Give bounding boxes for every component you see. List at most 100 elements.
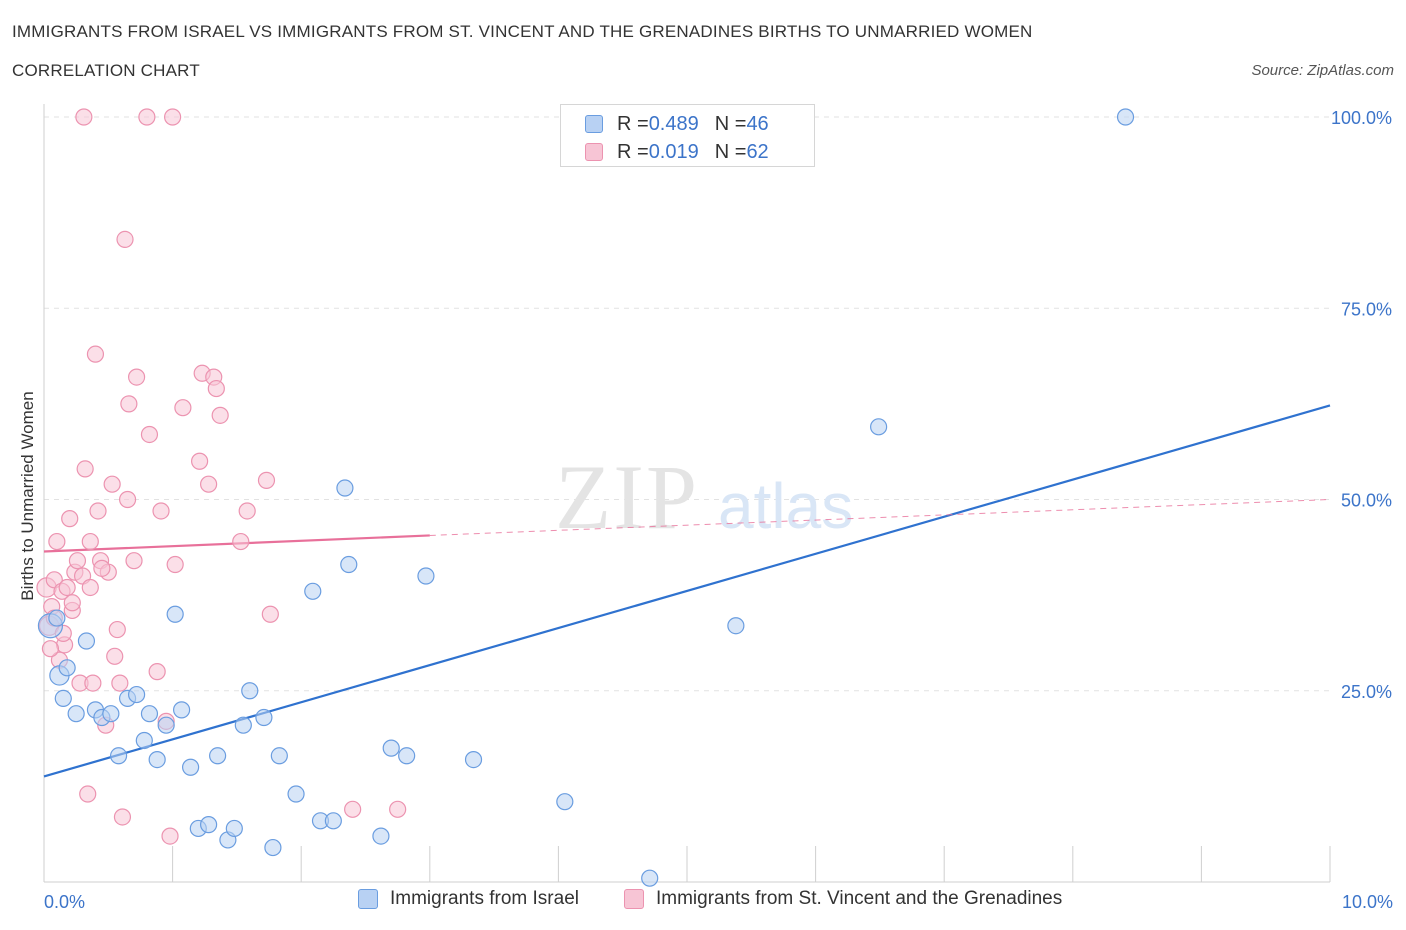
point-israel	[67, 705, 85, 723]
axes	[43, 104, 1331, 883]
point-israel	[870, 418, 888, 436]
x-tick-label: 10.0%	[1342, 892, 1393, 912]
point-st-vincent	[76, 460, 94, 478]
point-st-vincent	[41, 640, 60, 658]
point-st-vincent	[161, 827, 179, 845]
point-israel	[1116, 108, 1135, 126]
point-st-vincent	[61, 510, 79, 528]
point-israel	[48, 609, 66, 627]
legend-swatch-blue	[585, 115, 603, 133]
point-israel	[372, 827, 390, 845]
point-st-vincent	[81, 578, 99, 597]
legend-row-svg: R = 0.019 N = 62	[585, 140, 769, 164]
point-israel	[225, 819, 243, 838]
point-israel	[382, 739, 400, 757]
point-israel	[556, 793, 574, 811]
point-st-vincent	[152, 502, 170, 520]
y-axis-label: Births to Unmarried Women	[18, 391, 37, 601]
point-st-vincent	[75, 108, 93, 126]
point-st-vincent	[86, 345, 105, 363]
point-israel	[234, 716, 252, 734]
y-tick-label: 100.0%	[1331, 108, 1392, 128]
x-tick-label: 0.0%	[44, 892, 85, 912]
point-israel	[417, 567, 435, 585]
legend-swatch-pink	[585, 143, 603, 161]
legend-n-label: N =	[714, 140, 747, 163]
point-st-vincent	[58, 578, 76, 597]
tick-labels: 25.0% 50.0% 75.0% 100.0% 0.0% 10.0%	[44, 108, 1393, 912]
point-israel	[102, 705, 120, 723]
point-st-vincent	[79, 785, 97, 803]
point-israel	[641, 869, 659, 887]
point-st-vincent	[257, 471, 276, 489]
point-israel	[182, 758, 200, 776]
chart-title: IMMIGRANTS FROM ISRAEL VS IMMIGRANTS FRO…	[12, 22, 1033, 41]
point-st-vincent	[84, 674, 102, 692]
point-st-vincent	[111, 674, 129, 692]
legend-n-label: N =	[714, 112, 747, 135]
point-israel	[270, 747, 288, 765]
point-st-vincent	[238, 502, 256, 520]
series-swatch-pink	[624, 889, 644, 909]
y-tick-label: 75.0%	[1341, 299, 1392, 319]
point-israel	[336, 479, 354, 497]
point-israel	[340, 555, 358, 574]
point-israel	[727, 617, 745, 635]
point-israel	[109, 747, 128, 765]
legend-row-israel: R = 0.489 N = 46	[585, 112, 769, 136]
grid-lines	[44, 116, 1330, 692]
point-israel	[140, 705, 159, 723]
point-st-vincent	[127, 368, 146, 386]
point-st-vincent	[191, 452, 209, 470]
stats-legend: R = 0.489 N = 46 R = 0.019 N = 62	[560, 104, 815, 167]
legend-n-value: 46	[746, 112, 769, 135]
legend-r-label: R =	[617, 112, 649, 135]
y-tick-label: 50.0%	[1341, 491, 1392, 511]
legend-r-value: 0.019	[648, 140, 699, 163]
point-st-vincent	[261, 605, 279, 623]
point-st-vincent	[207, 379, 225, 398]
point-israel	[173, 701, 191, 719]
point-israel	[157, 716, 175, 734]
series-legend-israel: Immigrants from Israel	[358, 888, 579, 910]
series-swatch-blue	[358, 889, 378, 909]
legend-r-value: 0.489	[648, 112, 699, 135]
point-israel	[264, 838, 282, 857]
legend-r-label: R =	[617, 140, 649, 163]
data-points	[36, 108, 1135, 887]
point-israel	[209, 747, 227, 765]
point-st-vincent	[63, 594, 81, 612]
point-israel	[54, 689, 72, 708]
point-st-vincent	[125, 552, 143, 570]
point-israel	[255, 708, 273, 727]
watermark-zip: ZIP	[555, 446, 699, 548]
point-st-vincent	[116, 230, 134, 248]
point-israel	[135, 731, 153, 750]
point-st-vincent	[174, 399, 192, 417]
point-st-vincent	[211, 406, 229, 424]
legend-n-value: 62	[746, 140, 769, 163]
point-st-vincent	[89, 502, 107, 520]
series-label-svg: Immigrants from St. Vincent and the Gren…	[656, 888, 1063, 909]
point-st-vincent	[344, 800, 362, 818]
point-israel	[58, 659, 76, 677]
point-israel	[127, 685, 146, 704]
trend-line-st-vincent-extension	[429, 499, 1331, 536]
point-israel	[241, 682, 259, 700]
point-st-vincent	[389, 800, 407, 818]
y-tick-label: 25.0%	[1341, 682, 1392, 702]
point-st-vincent	[200, 475, 218, 493]
watermark-atlas: atlas	[718, 470, 853, 542]
point-st-vincent	[81, 532, 99, 551]
point-st-vincent	[48, 532, 66, 551]
series-legend: Immigrants from Israel Immigrants from S…	[0, 888, 1406, 916]
point-st-vincent	[108, 620, 126, 639]
point-st-vincent	[113, 808, 132, 826]
point-st-vincent	[103, 475, 121, 493]
point-israel	[200, 816, 218, 834]
point-st-vincent	[118, 490, 137, 509]
point-st-vincent	[120, 395, 138, 413]
point-st-vincent	[93, 559, 111, 577]
point-israel	[287, 785, 305, 803]
